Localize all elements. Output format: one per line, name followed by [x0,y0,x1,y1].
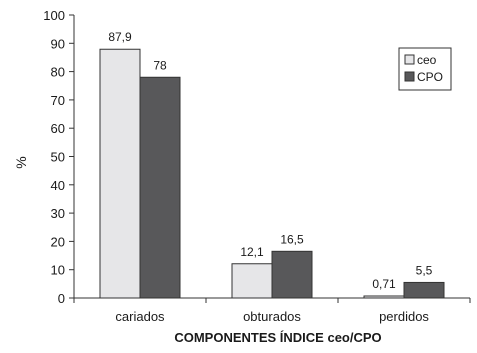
x-tick-label: cariados [115,309,165,324]
x-axis-title: COMPONENTES ÍNDICE ceo/CPO [174,330,381,345]
data-labels: 87,9 78 12,1 16,5 0,71 5,5 [108,30,432,291]
y-axis-ticks: 0 10 20 30 40 50 60 70 80 90 100 [43,8,74,306]
y-tick-label: 60 [51,121,65,136]
data-label: 16,5 [280,232,304,246]
y-axis-title: % [13,156,29,168]
data-label: 12,1 [240,245,264,259]
y-tick-label: 80 [51,65,65,80]
x-tick-label: perdidos [379,309,429,324]
y-tick-label: 40 [51,178,65,193]
y-tick-label: 30 [51,206,65,221]
bar-ceo-obturados [231,263,273,299]
y-tick-label: 90 [51,36,65,51]
y-tick-label: 20 [51,234,65,249]
legend-label-ceo: ceo [417,53,437,67]
bar-ceo-cariados [99,48,141,299]
y-tick-label: 70 [51,93,65,108]
legend-swatch-cpo [404,71,415,82]
bar-cpo-perdidos [403,281,445,299]
bar-cpo-cariados [139,76,181,299]
legend-swatch-ceo [404,54,415,65]
bars [99,48,445,299]
y-tick-label: 50 [51,150,65,165]
data-label: 5,5 [416,263,433,277]
x-tick-label: obturados [243,309,301,324]
y-tick-label: 0 [58,291,65,306]
legend: ceo CPO [398,47,452,91]
data-label: 78 [153,58,167,72]
y-tick-label: 100 [43,8,65,23]
legend-label-cpo: CPO [417,70,443,84]
data-label: 87,9 [108,30,132,44]
y-tick-label: 10 [51,263,65,278]
data-label: 0,71 [372,277,396,291]
x-axis-ticks: cariados obturados perdidos [73,298,471,324]
bar-cpo-obturados [271,250,313,299]
